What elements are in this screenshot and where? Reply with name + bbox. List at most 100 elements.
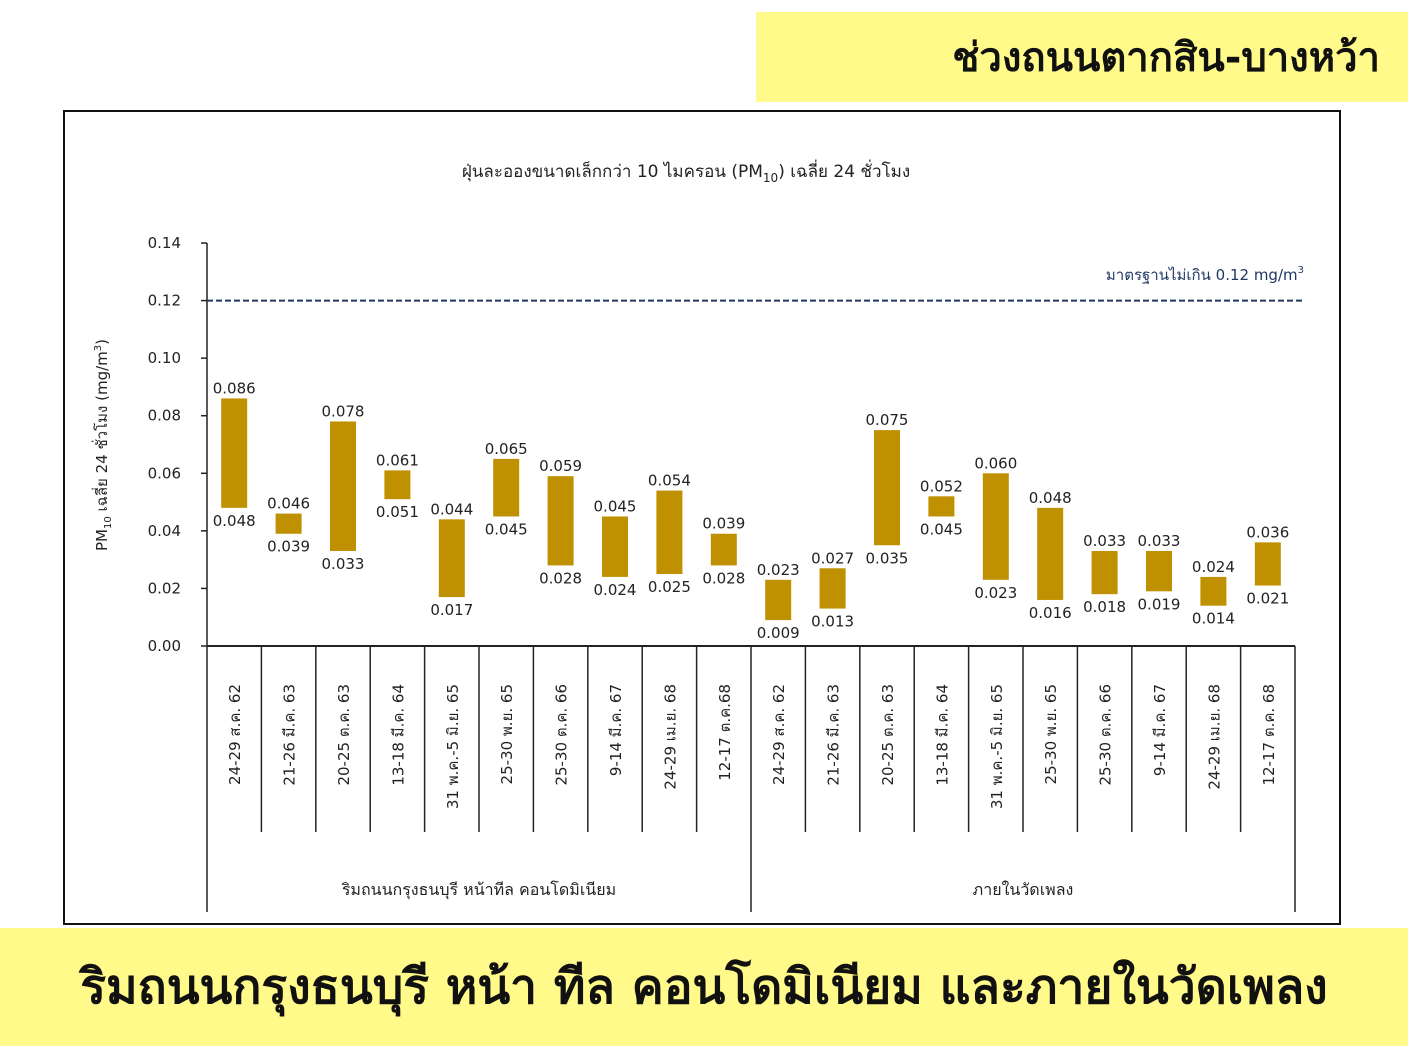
max-value-label: 0.039 <box>702 515 745 533</box>
category-label: 24-29 ส.ค. 62 <box>226 684 244 785</box>
range-bar <box>221 398 248 508</box>
range-bar <box>1037 507 1064 600</box>
y-tick-label: 0.06 <box>148 464 181 482</box>
y-tick-label: 0.10 <box>148 349 181 367</box>
max-value-label: 0.052 <box>920 477 963 495</box>
category-label: 25-30 พ.ย. 65 <box>498 684 516 784</box>
category-label: 13-18 มี.ค. 64 <box>933 684 951 786</box>
min-value-label: 0.024 <box>594 581 637 599</box>
category-label: 9-14 มี.ค. 67 <box>607 684 625 776</box>
category-label: 24-29 เม.ย. 68 <box>1205 684 1223 790</box>
category-label: 24-29 ส.ค. 62 <box>770 684 788 785</box>
min-value-label: 0.017 <box>430 601 473 619</box>
max-value-label: 0.048 <box>1029 489 1072 507</box>
category-label: 21-26 มี.ค. 63 <box>825 684 843 786</box>
category-label: 25-30 ต.ค. 66 <box>553 684 571 786</box>
y-label-pm-sub: 10 <box>103 516 114 529</box>
bars-group <box>221 398 1281 621</box>
max-value-label: 0.024 <box>1192 558 1235 576</box>
max-value-label: 0.033 <box>1138 532 1181 550</box>
range-bar <box>1254 542 1281 586</box>
chart-title-sub: 10 <box>763 171 778 185</box>
category-label: 21-26 มี.ค. 63 <box>281 684 299 786</box>
max-value-label: 0.036 <box>1246 523 1289 541</box>
range-bar <box>1146 551 1172 592</box>
chart-title-after: ) เฉลี่ย 24 ชั่วโมง <box>778 159 910 182</box>
max-value-label: 0.075 <box>866 411 909 429</box>
category-label: 12-17 ต.ค. 68 <box>1260 684 1278 786</box>
min-value-label: 0.035 <box>866 549 909 567</box>
category-label: 24-29 เม.ย. 68 <box>661 684 679 790</box>
category-label: 9-14 มี.ค. 67 <box>1151 684 1169 776</box>
min-value-label: 0.016 <box>1029 604 1072 622</box>
max-value-label: 0.086 <box>213 379 256 397</box>
min-value-label: 0.039 <box>267 538 310 556</box>
category-labels-group: 24-29 ส.ค. 62 21-26 มี.ค. 63 20-25 ต.ค. 63… <box>226 684 1278 900</box>
min-value-label: 0.033 <box>322 555 365 573</box>
max-value-label: 0.078 <box>322 402 365 420</box>
range-bar <box>384 470 411 500</box>
group-label: ภายในวัดเพลง <box>973 880 1074 899</box>
min-value-label: 0.051 <box>376 503 419 521</box>
max-value-label: 0.059 <box>539 457 582 475</box>
range-bar <box>1091 551 1118 595</box>
category-label: 31 พ.ค.-5 มิ.ย. 65 <box>988 684 1006 809</box>
range-bar <box>656 490 683 575</box>
max-value-label: 0.027 <box>811 549 854 567</box>
max-value-label: 0.044 <box>430 500 473 518</box>
range-bar <box>874 430 900 546</box>
max-value-label: 0.065 <box>485 440 528 458</box>
y-tick-label: 0.04 <box>148 522 181 540</box>
range-bar <box>819 568 846 609</box>
min-value-label: 0.018 <box>1083 598 1126 616</box>
chart-title-main: ฝุ่นละอองขนาดเล็กกว่า 10 ไมครอน (PM <box>462 160 763 182</box>
y-tick-label: 0.14 <box>148 234 181 252</box>
min-value-label: 0.028 <box>702 569 745 587</box>
min-value-label: 0.023 <box>974 584 1017 602</box>
range-bar <box>765 579 792 621</box>
header-title: ช่วงถนนตากสิน-บางหว้า <box>952 35 1380 81</box>
min-value-label: 0.025 <box>648 578 691 596</box>
min-value-label: 0.019 <box>1138 595 1181 613</box>
max-value-label: 0.046 <box>267 495 310 513</box>
y-label-pm: PM <box>93 529 111 551</box>
max-value-label: 0.045 <box>594 497 637 515</box>
max-value-label: 0.060 <box>974 454 1017 472</box>
y-tick-label: 0.00 <box>148 637 181 655</box>
data-labels-group: 0.086 0.048 0.046 0.039 0.078 0.033 0.061 0.051… <box>213 379 1290 642</box>
max-value-label: 0.033 <box>1083 532 1126 550</box>
standard-line-label: มาตรฐานไม่เกิน 0.12 mg/m3 <box>1106 265 1304 284</box>
range-bar <box>438 519 465 598</box>
category-label: 20-25 ต.ค. 63 <box>879 684 897 786</box>
y-axis-label: PM10 เฉลี่ย 24 ชั่วโมง (mg/m3) <box>91 339 114 551</box>
footer-caption: ริมถนนกรุงธนบุรี หน้า ทีล คอนโดมิเนียม แ… <box>80 959 1328 1015</box>
axes-group: 0.00 0.02 0.04 0.06 0.08 0.10 0.12 0.14 <box>148 234 1305 912</box>
y-tick-label: 0.02 <box>148 579 181 597</box>
range-bar <box>275 513 302 534</box>
chart-title: ฝุ่นละอองขนาดเล็กกว่า 10 ไมครอน (PM10) เ… <box>462 159 910 185</box>
y-label-end: ) <box>93 339 111 345</box>
range-bar <box>928 496 955 517</box>
min-value-label: 0.045 <box>920 520 963 538</box>
header-banner: ช่วงถนนตากสิน-บางหว้า <box>756 12 1408 102</box>
range-bar <box>493 458 520 517</box>
standard-label-text: มาตรฐานไม่เกิน 0.12 mg/m <box>1106 266 1298 284</box>
category-label: 13-18 มี.ค. 64 <box>389 684 407 786</box>
min-value-label: 0.028 <box>539 569 582 587</box>
max-value-label: 0.061 <box>376 451 419 469</box>
range-bar <box>982 473 1009 580</box>
min-value-label: 0.045 <box>485 520 528 538</box>
min-value-label: 0.021 <box>1246 590 1289 608</box>
min-value-label: 0.014 <box>1192 610 1235 628</box>
max-value-label: 0.054 <box>648 472 691 490</box>
footer-banner: ริมถนนกรุงธนบุรี หน้า ทีล คอนโดมิเนียม แ… <box>0 928 1408 1046</box>
standard-label-sup: 3 <box>1298 265 1304 276</box>
range-bar <box>1200 576 1227 606</box>
max-value-label: 0.023 <box>757 561 800 579</box>
y-label-sup: 3 <box>93 345 104 351</box>
range-bar <box>330 421 356 552</box>
category-label: 12-17 ต.ค.68 <box>716 684 734 781</box>
min-value-label: 0.048 <box>213 512 256 530</box>
range-bar <box>547 476 574 566</box>
